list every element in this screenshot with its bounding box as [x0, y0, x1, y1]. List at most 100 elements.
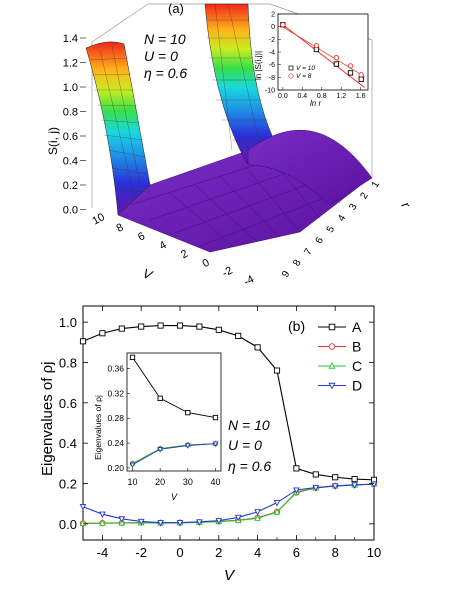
v-tick-label: 2 [179, 248, 190, 261]
x-tick-label: 6 [293, 545, 300, 560]
series-point-C [254, 514, 261, 521]
inset-b-point-A [185, 409, 191, 416]
inset-a-x-tick-label: 0.8 [317, 93, 327, 100]
v-tick-label: 4 [158, 239, 169, 252]
panel-b-line-chart: -4 -2 0 2 4 6 8 10 0.0 0.2 0.4 0.6 0.8 1.0 V Eigenva… [39, 305, 381, 584]
inset-b-y-ticks: 0.20 0.24 0.28 0.32 0.36 [107, 364, 130, 473]
y-tick-label: 0.2 [59, 477, 77, 492]
legend-label-B: B [352, 339, 361, 355]
panel-b-frame [82, 305, 375, 541]
inset-b-y-tick-label: 0.28 [107, 413, 124, 423]
inset-b-point-D [157, 447, 164, 453]
x-tick-label: -2 [135, 545, 147, 560]
x-tick-label: 10 [367, 545, 381, 560]
inset-a-legend-label-0: V = 10 [296, 65, 315, 72]
panel-a-param-u: U = 0 [144, 48, 178, 64]
surface-left-contours [88, 45, 151, 201]
y-tick-label: 0.8 [59, 355, 77, 370]
surface-left-peak [85, 41, 151, 216]
panel-b-param-u: U = 0 [228, 437, 262, 453]
series-point-A [235, 332, 242, 339]
inset-b-y-tick-label: 0.24 [107, 438, 124, 448]
x-tick-label: 0 [176, 545, 183, 560]
inset-a-point [347, 70, 354, 76]
series-line-B [82, 483, 375, 524]
inset-a-y-ticks: 2 0 -2 -4 -6 -8 -10 [265, 12, 281, 95]
panel-b-ylabel: Eigenvalues of ρj [39, 362, 56, 476]
inset-a-x-tick-label: 1.6 [356, 93, 366, 100]
inset-a-y-tick-label: -2 [269, 37, 275, 44]
r-axis-label: r [398, 199, 414, 210]
inset-a-y-tick-label: 0 [271, 24, 275, 31]
inset-b-line-D [132, 443, 216, 466]
series-point-D [273, 500, 281, 507]
r-tick-label: 4 [336, 213, 349, 224]
legend-marker-D [328, 382, 336, 390]
inset-a-point [358, 76, 364, 82]
z-tick-label: 0.4 [63, 156, 78, 168]
r-tick-label: 9 [280, 269, 293, 280]
series-point-A [99, 330, 106, 337]
series-point-C [118, 519, 126, 526]
series-point-A [196, 323, 203, 330]
inset-a-ylabel: ln |S(i,j)| [254, 51, 263, 80]
series-point-D [234, 514, 242, 522]
inset-b-line-A [132, 357, 216, 419]
series-point-D [79, 504, 87, 511]
z-tick-label: 1.2 [63, 58, 78, 70]
inset-b-x-tick-label: 40 [210, 477, 220, 487]
inset-a-frame [277, 13, 369, 91]
z-axis-ticks: 1.4 1.2 1.0 0.8 0.6 0.4 0.2 0.0 [63, 33, 86, 217]
series-point-A [273, 367, 281, 374]
series-point-D [331, 483, 339, 490]
panel-a-param-eta: η = 0.6 [144, 65, 187, 81]
z-tick-label: 0.6 [63, 131, 78, 143]
panel-b-x-ticks: -4 -2 0 2 4 6 8 10 [82, 306, 381, 560]
series-point-A [176, 322, 184, 329]
surface-right-contours [206, 3, 276, 156]
inset-a-x-ticks: 0.0 0.4 0.8 1.2 1.6 [278, 87, 366, 100]
x-tick-label: -4 [97, 545, 109, 560]
inset-a-y-tick-label: 2 [271, 12, 275, 19]
inset-a-data [280, 22, 365, 88]
r-tick-label: 2 [358, 190, 371, 201]
x-tick-label: 4 [254, 545, 261, 560]
series-point-D [137, 518, 145, 526]
inset-a-point [358, 72, 364, 78]
legend-label-A: A [352, 319, 362, 335]
inset-a-y-tick-label: -4 [269, 50, 275, 57]
inset-a-point [280, 22, 286, 28]
inset-a-point [313, 43, 320, 49]
inset-a-point [333, 55, 340, 61]
v-tick-label: -2 [220, 265, 234, 280]
panel-b-param-n: N = 10 [228, 417, 270, 433]
series-point-A [157, 322, 164, 329]
series-point-A [118, 325, 125, 332]
r-tick-label: 1 [370, 179, 383, 190]
legend-label-C: C [352, 358, 362, 374]
panel-b-inset: 10 20 30 40 0.20 0.24 0.28 0.32 0.36 V Eigenval… [93, 352, 222, 502]
inset-b-xlabel: V [171, 492, 178, 502]
inset-a-y-tick-label: -10 [265, 88, 275, 95]
inset-b-y-tick-label: 0.32 [107, 388, 124, 398]
inset-a-point [333, 61, 340, 67]
series-line-C [82, 483, 375, 525]
series-point-D [157, 520, 164, 527]
v-tick-label: -4 [242, 273, 256, 288]
r-tick-label: 7 [302, 246, 315, 257]
z-tick-label: 0.2 [63, 180, 78, 192]
panel-a-surface-plot: 1.4 1.2 1.0 0.8 0.6 0.4 0.2 0.0 [46, 1, 414, 289]
legend-marker-C [328, 361, 336, 369]
inset-b-y-tick-label: 0.20 [107, 463, 124, 473]
inset-b-point-D [129, 462, 136, 469]
inset-b-point-D [212, 441, 219, 448]
series-line-A [82, 325, 375, 481]
inset-b-series [129, 354, 219, 469]
series-point-C [99, 519, 106, 526]
series-point-D [351, 482, 358, 489]
legend-marker-A [328, 323, 336, 331]
r-tick-label: 6 [314, 235, 327, 246]
inset-a-y-tick-label: -6 [269, 62, 275, 69]
